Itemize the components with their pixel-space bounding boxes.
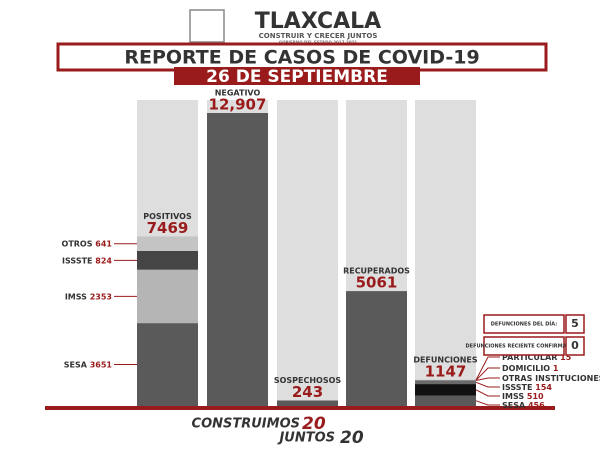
bar-segment xyxy=(137,236,198,251)
leader xyxy=(475,356,500,381)
segment-label: ISSSTE 824 xyxy=(62,256,112,265)
baseline xyxy=(45,406,555,410)
leader xyxy=(475,389,500,397)
leader xyxy=(475,400,500,406)
segment-value: 15 xyxy=(560,353,572,362)
bar xyxy=(346,291,407,406)
segment-value: 1 xyxy=(553,364,559,373)
bar xyxy=(207,113,268,406)
category-label: SOSPECHOSOS xyxy=(274,376,342,385)
brand: TLAXCALA xyxy=(255,9,381,34)
bar-segment xyxy=(137,269,198,324)
box-value: 0 xyxy=(571,339,579,352)
value-label: 12,907 xyxy=(209,96,267,114)
box-value-bg xyxy=(565,336,585,356)
bar-segment xyxy=(137,250,198,270)
box-label: DEFUNCIONES RECIENTE CONFIRMACIÓN: xyxy=(466,343,583,350)
date-box xyxy=(174,67,420,85)
value-label: 243 xyxy=(292,383,323,401)
segment-label: DOMICILIO 1 xyxy=(502,364,559,373)
segment-name: IMSS xyxy=(65,292,87,301)
segment-value: 641 xyxy=(95,239,112,248)
segment-name: OTRAS INSTITUCIONES xyxy=(502,374,600,383)
segment-label: OTROS 641 xyxy=(62,239,113,248)
segment-value: 2353 xyxy=(90,292,112,301)
category-label: DEFUNCIONES xyxy=(413,355,478,364)
emblem xyxy=(189,9,225,43)
footer-num: 20 xyxy=(340,428,364,448)
segment-name: ISSSTE xyxy=(502,383,532,392)
chart-title: REPORTE DE CASOS DE COVID-19 xyxy=(124,47,479,69)
segment-name: IMSS xyxy=(502,392,524,401)
category-label: RECUPERADOS xyxy=(343,267,410,276)
box-label: DEFUNCIONES DEL DÍA: xyxy=(491,320,557,328)
bar-segment xyxy=(415,380,476,385)
segment-name: DOMICILIO xyxy=(502,364,550,373)
category-label: NEGATIVO xyxy=(215,89,261,98)
leader xyxy=(475,381,500,388)
bar-background xyxy=(277,100,338,406)
segment-label: SESA 456 xyxy=(502,401,545,410)
segment-name: OTROS xyxy=(62,239,93,248)
bar-segment xyxy=(415,395,476,406)
segment-name: SESA xyxy=(64,360,88,369)
category-label: POSITIVOS xyxy=(143,212,192,221)
leader xyxy=(475,377,500,381)
box-value: 5 xyxy=(571,317,579,330)
value-label: 5061 xyxy=(356,274,398,292)
tagline: CONSTRUIR Y CRECER JUNTOS xyxy=(259,32,378,40)
segment-label: IMSS 2353 xyxy=(65,292,112,301)
segment-value: 824 xyxy=(95,256,112,265)
segment-label: PARTICULAR 15 xyxy=(502,353,572,362)
segment-value: 154 xyxy=(535,383,552,392)
value-label: 7469 xyxy=(147,219,189,237)
footer-num: 20 xyxy=(302,414,326,434)
bar-segment xyxy=(137,323,198,406)
segment-label: ISSSTE 154 xyxy=(502,383,552,392)
bar-segment xyxy=(415,384,476,396)
footer-word: CONSTRUIMOS xyxy=(192,417,300,432)
value-label: 1147 xyxy=(425,362,467,380)
segment-label: OTRAS INSTITUCIONES 11 xyxy=(502,374,600,383)
leader xyxy=(475,367,500,381)
segment-name: PARTICULAR xyxy=(502,353,557,362)
segment-value: 3651 xyxy=(90,360,113,369)
footer-word: JUNTOS xyxy=(276,431,335,446)
segment-value: 456 xyxy=(528,401,545,410)
segment-name: SESA xyxy=(502,401,526,410)
segment-label: IMSS 510 xyxy=(502,392,544,401)
box-value-bg xyxy=(565,314,585,334)
box-label-bg xyxy=(483,314,565,334)
bar xyxy=(277,400,338,406)
bar-background xyxy=(415,100,476,406)
box-label-bg xyxy=(483,336,565,356)
date: 26 DE SEPTIEMBRE xyxy=(206,67,388,87)
segment-label: SESA 3651 xyxy=(64,360,113,369)
segment-name: ISSSTE xyxy=(62,256,92,265)
segment-value: 510 xyxy=(527,392,544,401)
